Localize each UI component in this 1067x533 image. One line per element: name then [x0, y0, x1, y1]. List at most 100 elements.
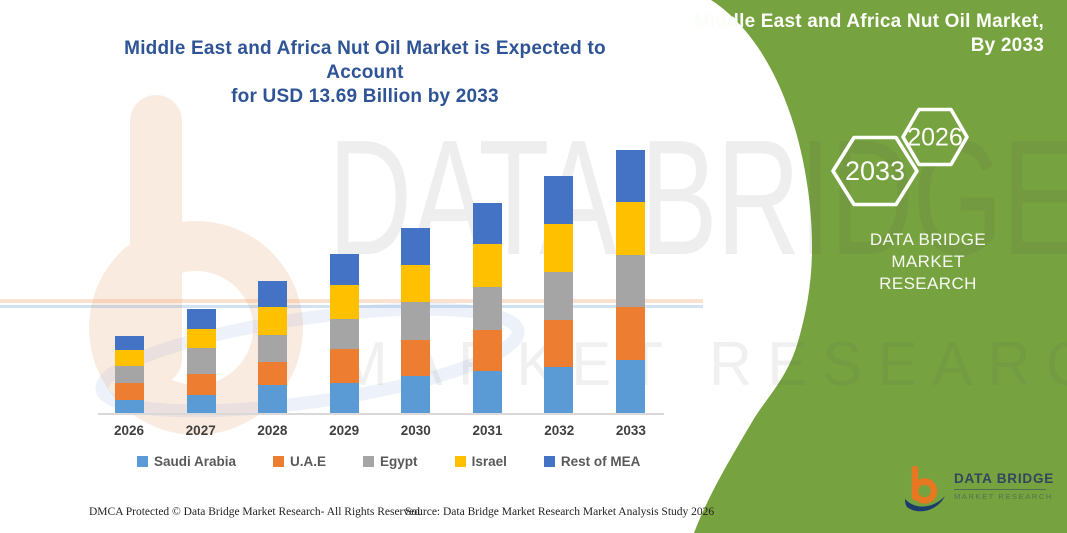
legend-item-israel: Israel — [454, 454, 507, 469]
logo-subtitle: MARKET RESEARCH — [954, 492, 1053, 501]
bar-segment-rest-of-mea-2029 — [329, 254, 359, 285]
x-axis-labels: 2026 2027 2028 2029 2030 2031 2032 2033 — [98, 423, 662, 438]
x-axis-label-2029: 2029 — [329, 423, 360, 438]
x-axis-label-2027: 2027 — [185, 423, 216, 438]
bar-segment-israel-2032 — [544, 223, 574, 273]
bar-2033 — [615, 150, 645, 414]
bar-segment-u-a-e-2028 — [258, 361, 288, 385]
bar-segment-egypt-2027 — [186, 347, 216, 374]
bar-segment-u-a-e-2031 — [472, 329, 502, 372]
x-axis-label-2028: 2028 — [257, 423, 288, 438]
chart-title-line1: Middle East and Africa Nut Oil Market is… — [124, 38, 606, 83]
x-axis-line — [98, 413, 664, 415]
panel-heading: Middle East and Africa Nut Oil Market, B… — [684, 10, 1044, 58]
brand-name-line1: DATA BRIDGE MARKET — [869, 230, 987, 271]
watermark-text-line2: MARKET RESEARCH — [338, 330, 1067, 399]
source-note: Source: Data Bridge Market Research Mark… — [405, 506, 715, 518]
bar-segment-saudi-arabia-2033 — [615, 360, 645, 414]
data-bridge-logo: DATA BRIDGE MARKET RESEARCH — [903, 466, 1055, 514]
bar-segment-rest-of-mea-2028 — [258, 281, 288, 308]
bar-segment-israel-2033 — [615, 201, 645, 255]
logo-divider — [954, 489, 1046, 490]
chart-legend: Saudi Arabia U.A.E Egypt Israel Rest of MEA — [137, 454, 640, 469]
legend-label: U.A.E — [290, 454, 327, 469]
legend-swatch-icon — [137, 456, 148, 467]
bar-segment-egypt-2031 — [472, 287, 502, 330]
bar-segment-u-a-e-2032 — [544, 319, 574, 368]
legend-swatch-icon — [543, 456, 555, 467]
bar-segment-egypt-2026 — [115, 366, 144, 384]
bar-segment-saudi-arabia-2029 — [329, 383, 359, 414]
panel-heading-line2: By 2033 — [970, 35, 1044, 56]
bar-segment-egypt-2029 — [329, 318, 359, 349]
legend-swatch-icon — [273, 456, 285, 467]
legend-label: Saudi Arabia — [154, 454, 237, 469]
legend-swatch-icon — [363, 456, 375, 467]
hexagon-2026-label: 2026 — [907, 124, 963, 152]
bar-chart-plot — [98, 150, 662, 414]
panel-heading-line1: Middle East and Africa Nut Oil Market, — [693, 11, 1044, 32]
chart-title-line2: for USD 13.69 Billion by 2033 — [231, 86, 499, 107]
bar-segment-u-a-e-2030 — [401, 339, 431, 377]
hexagon-2026 — [901, 107, 969, 167]
bar-segment-israel-2027 — [186, 329, 216, 348]
bar-segment-egypt-2030 — [401, 302, 431, 340]
x-axis-label-2033: 2033 — [615, 423, 646, 438]
legend-item-saudi-arabia: Saudi Arabia — [137, 454, 236, 469]
bar-segment-saudi-arabia-2028 — [258, 384, 288, 414]
bar-segment-saudi-arabia-2026 — [115, 399, 144, 414]
legend-label: Egypt — [380, 454, 418, 469]
legend-label: Rest of MEA — [560, 454, 641, 469]
bar-segment-israel-2030 — [401, 265, 431, 303]
bar-segment-egypt-2033 — [615, 254, 645, 308]
bar-2026 — [115, 335, 144, 414]
bar-segment-israel-2026 — [115, 349, 144, 367]
data-bridge-logo-icon — [905, 466, 945, 512]
x-axis-label-2026: 2026 — [113, 423, 145, 438]
bar-segment-u-a-e-2029 — [329, 348, 359, 384]
legend-item-u-a-e: U.A.E — [273, 454, 326, 469]
legend-item-rest-of-mea: Rest of MEA — [543, 454, 641, 469]
logo-text-block: DATA BRIDGE MARKET RESEARCH — [954, 466, 1055, 501]
bar-2027 — [186, 308, 216, 414]
bar-segment-u-a-e-2033 — [615, 307, 645, 361]
bar-segment-u-a-e-2027 — [186, 373, 216, 395]
bar-segment-israel-2031 — [472, 244, 502, 288]
bar-segment-saudi-arabia-2031 — [472, 371, 502, 414]
bar-segment-egypt-2028 — [258, 334, 288, 362]
x-axis-label-2032: 2032 — [544, 423, 575, 438]
bar-segment-egypt-2032 — [544, 272, 574, 320]
legend-swatch-icon — [454, 456, 466, 467]
legend-label: Israel — [471, 454, 507, 469]
bar-2030 — [401, 228, 431, 414]
bar-segment-rest-of-mea-2032 — [544, 175, 574, 224]
bar-segment-saudi-arabia-2030 — [401, 376, 431, 414]
bar-segment-israel-2028 — [258, 307, 288, 335]
bar-2029 — [329, 254, 359, 414]
logo-title: DATA BRIDGE — [954, 471, 1055, 486]
x-axis-label-2030: 2030 — [400, 423, 431, 438]
bar-segment-rest-of-mea-2026 — [115, 335, 144, 350]
brand-name: DATA BRIDGE MARKET RESEARCH — [833, 229, 1023, 295]
bar-segment-saudi-arabia-2027 — [186, 394, 216, 414]
bar-segment-u-a-e-2026 — [115, 383, 144, 400]
legend-item-egypt: Egypt — [363, 454, 418, 469]
bar-segment-israel-2029 — [329, 284, 359, 319]
hexagon-2033 — [831, 135, 919, 207]
bar-2028 — [258, 281, 288, 414]
hexagon-2033-label: 2033 — [845, 156, 905, 186]
bar-2031 — [472, 202, 502, 414]
bar-segment-saudi-arabia-2032 — [544, 367, 574, 414]
bar-segment-rest-of-mea-2027 — [186, 308, 216, 330]
bar-segment-rest-of-mea-2030 — [401, 228, 431, 266]
bar-segment-rest-of-mea-2031 — [472, 202, 502, 245]
dmca-notice: DMCA Protected © Data Bridge Market Rese… — [89, 506, 423, 518]
brand-name-line2: RESEARCH — [879, 274, 977, 293]
chart-title: Middle East and Africa Nut Oil Market is… — [90, 37, 640, 109]
bar-segment-rest-of-mea-2033 — [615, 150, 645, 202]
x-axis-label-2031: 2031 — [472, 423, 503, 438]
forecast-hexagons: 2033 2026 — [831, 107, 969, 207]
bar-2032 — [544, 175, 574, 414]
